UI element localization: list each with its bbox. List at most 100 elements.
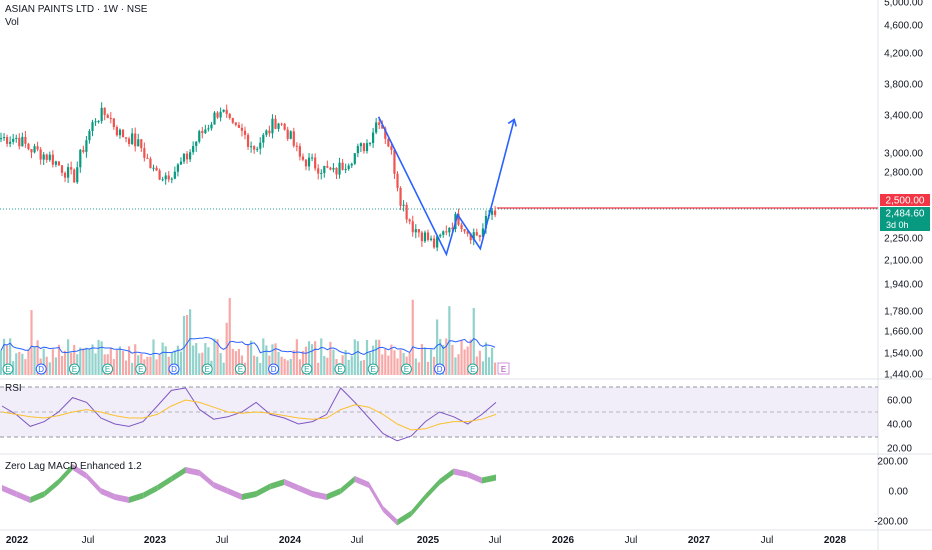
macd-segment bbox=[439, 468, 454, 485]
y-tick-label: 3,400.00 bbox=[884, 111, 923, 122]
candle-body bbox=[176, 164, 179, 172]
y-tick-label: 1,940.00 bbox=[884, 280, 923, 291]
volume-bar bbox=[170, 352, 173, 375]
volume-bar bbox=[457, 354, 460, 375]
volume-bar bbox=[237, 348, 240, 375]
volume-bar bbox=[207, 347, 210, 375]
upcoming-earnings-label: E bbox=[501, 365, 506, 374]
earnings-marker-label: E bbox=[371, 365, 376, 374]
candle-body bbox=[362, 143, 366, 152]
volume-bar bbox=[268, 355, 271, 375]
earnings-marker bbox=[234, 363, 246, 375]
volume-bar bbox=[85, 347, 88, 375]
candle-body bbox=[51, 154, 54, 165]
x-tick-label: 2024 bbox=[279, 535, 302, 546]
candle-body bbox=[256, 148, 259, 150]
volume-bar bbox=[70, 352, 73, 375]
macd-segment bbox=[467, 471, 482, 484]
volume-bar bbox=[311, 344, 314, 375]
volume-bar bbox=[429, 349, 433, 375]
candle-body bbox=[149, 158, 152, 169]
candle-body bbox=[189, 152, 192, 160]
volume-bar bbox=[274, 343, 277, 375]
candle-body bbox=[423, 232, 427, 242]
candle-body bbox=[42, 154, 45, 160]
macd-segment bbox=[30, 491, 45, 503]
x-tick-label: 2022 bbox=[6, 535, 29, 546]
candle-body bbox=[329, 167, 332, 170]
candle-body bbox=[137, 139, 140, 147]
volume-bar bbox=[2, 338, 6, 375]
candle-body bbox=[39, 149, 42, 160]
macd-segment bbox=[481, 474, 496, 484]
candle-body bbox=[439, 234, 442, 237]
candle-body bbox=[15, 137, 18, 139]
candle-body bbox=[100, 107, 103, 121]
volume-bar bbox=[417, 362, 420, 375]
volume-bar bbox=[414, 358, 417, 375]
y-tick-label: 1,440.00 bbox=[884, 370, 923, 381]
candle-body bbox=[426, 232, 430, 240]
y-tick-label: 1,660.00 bbox=[884, 327, 923, 338]
volume-bar bbox=[91, 344, 94, 375]
candle-body bbox=[399, 187, 402, 206]
volume-bar bbox=[189, 309, 192, 375]
rsi-tick-label: 40.00 bbox=[887, 420, 912, 431]
volume-bar bbox=[228, 298, 231, 375]
earnings-marker bbox=[301, 363, 313, 375]
volume-bar bbox=[79, 347, 82, 375]
candle-body bbox=[67, 167, 70, 178]
candle-body bbox=[396, 173, 399, 188]
earnings-marker-label: E bbox=[304, 365, 309, 374]
candle-body bbox=[9, 141, 12, 144]
candle-body bbox=[414, 229, 417, 233]
volume-bar bbox=[469, 339, 472, 375]
volume-bar bbox=[173, 350, 176, 375]
candle-body bbox=[463, 229, 466, 232]
candle-body bbox=[411, 221, 414, 233]
x-tick-label: Jul bbox=[625, 535, 638, 546]
macd-segment bbox=[354, 476, 369, 488]
volume-bar bbox=[347, 359, 350, 375]
candle-body bbox=[393, 149, 396, 174]
volume-bar bbox=[134, 344, 137, 375]
candle-body bbox=[103, 107, 106, 115]
candle-body bbox=[146, 157, 149, 159]
candle-body bbox=[45, 154, 48, 160]
y-tick-label: 4,200.00 bbox=[884, 49, 923, 60]
volume-bar bbox=[9, 338, 12, 375]
candle-body bbox=[88, 131, 91, 141]
volume-bar bbox=[124, 360, 128, 375]
candle-body bbox=[265, 130, 268, 135]
candle-body bbox=[466, 231, 469, 234]
volume-bar bbox=[27, 349, 30, 375]
volume-bar bbox=[57, 344, 61, 375]
y-tick-label: 3,800.00 bbox=[884, 80, 923, 91]
macd-segment bbox=[284, 479, 299, 491]
earnings-marker-label: E bbox=[238, 365, 243, 374]
candle-body bbox=[48, 154, 51, 160]
candle-body bbox=[24, 136, 27, 144]
earnings-marker-label: D bbox=[271, 365, 277, 374]
volume-bar bbox=[54, 357, 57, 375]
volume-bar bbox=[390, 344, 393, 375]
volume-bar bbox=[256, 356, 259, 375]
volume-bar bbox=[329, 341, 332, 375]
volume-bar bbox=[271, 344, 274, 375]
x-tick-label: 2028 bbox=[824, 535, 847, 546]
candle-body bbox=[228, 113, 231, 118]
volume-bar bbox=[67, 339, 70, 375]
volume-bar bbox=[436, 319, 439, 375]
volume-bar bbox=[442, 344, 445, 375]
candle-body bbox=[173, 171, 176, 179]
volume-bar bbox=[262, 338, 265, 375]
y-tick-label: 1,540.00 bbox=[884, 349, 923, 360]
volume-bar bbox=[60, 356, 64, 375]
earnings-marker bbox=[434, 363, 446, 375]
x-tick-label: Jul bbox=[82, 535, 95, 546]
volume-bar bbox=[402, 352, 405, 375]
candle-body bbox=[442, 231, 445, 235]
candle-body bbox=[161, 179, 164, 181]
volume-bar bbox=[0, 350, 3, 375]
